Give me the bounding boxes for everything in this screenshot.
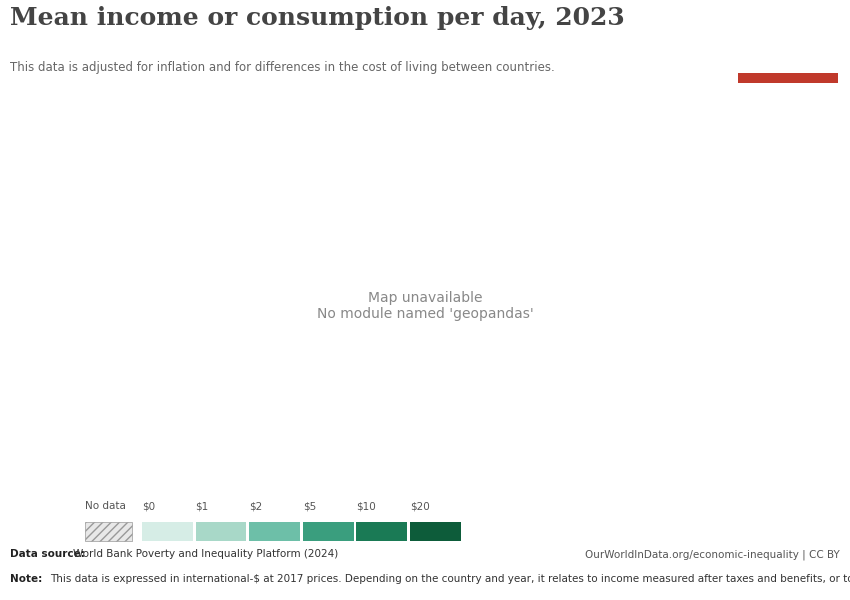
- Text: This data is expressed in international-$ at 2017 prices. Depending on the count: This data is expressed in international-…: [50, 574, 850, 584]
- Text: in Data: in Data: [767, 48, 809, 58]
- Text: $5: $5: [303, 501, 316, 511]
- Text: Mean income or consumption per day, 2023: Mean income or consumption per day, 2023: [10, 6, 625, 30]
- Text: $20: $20: [410, 501, 429, 511]
- Text: $10: $10: [356, 501, 376, 511]
- FancyBboxPatch shape: [249, 521, 300, 541]
- Text: $1: $1: [196, 501, 209, 511]
- Bar: [738, 73, 838, 83]
- Text: Data source:: Data source:: [10, 549, 85, 559]
- Text: Note:: Note:: [10, 574, 43, 584]
- Text: $2: $2: [249, 501, 263, 511]
- Text: World Bank Poverty and Inequality Platform (2024): World Bank Poverty and Inequality Platfo…: [73, 549, 338, 559]
- FancyBboxPatch shape: [356, 521, 407, 541]
- Text: No data: No data: [85, 501, 126, 511]
- Text: Our World: Our World: [758, 28, 818, 38]
- FancyBboxPatch shape: [410, 521, 461, 541]
- Text: $0: $0: [142, 501, 155, 511]
- FancyBboxPatch shape: [85, 521, 132, 541]
- FancyBboxPatch shape: [196, 521, 246, 541]
- Text: OurWorldInData.org/economic-inequality | CC BY: OurWorldInData.org/economic-inequality |…: [585, 549, 840, 560]
- Text: Map unavailable
No module named 'geopandas': Map unavailable No module named 'geopand…: [316, 291, 534, 321]
- Text: This data is adjusted for inflation and for differences in the cost of living be: This data is adjusted for inflation and …: [10, 61, 555, 74]
- FancyBboxPatch shape: [303, 521, 354, 541]
- FancyBboxPatch shape: [142, 521, 193, 541]
